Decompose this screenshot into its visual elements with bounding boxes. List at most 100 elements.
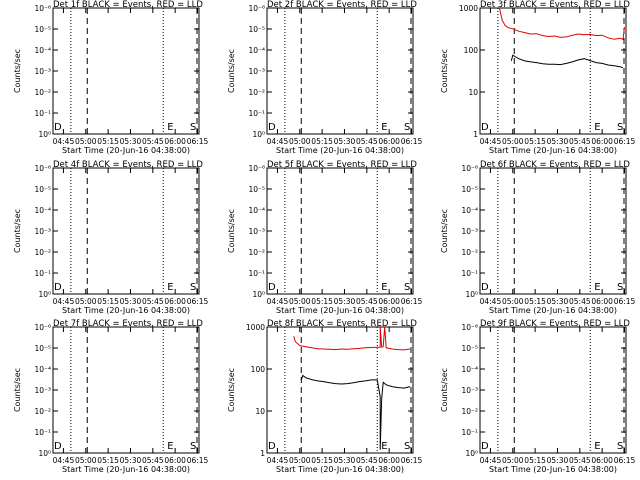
y-tick-label: 10⁻⁵ — [34, 185, 51, 194]
x-tick-label: 05:30 — [334, 137, 356, 146]
y-tick-label: 10⁻⁵ — [34, 344, 51, 353]
panel-title: Det 4f BLACK = Events, RED = LLD — [53, 160, 203, 170]
x-tick-label: 05:15 — [524, 297, 546, 306]
y-tick-label: 10⁻⁶ — [461, 323, 478, 332]
x-tick-label: 06:00 — [164, 137, 186, 146]
marker-e: E — [594, 441, 600, 452]
y-tick-label: 10⁻¹ — [461, 269, 478, 278]
y-tick-label: 10⁻² — [461, 407, 478, 416]
x-axis-label: Start Time (20-Jun-16 04:38:00) — [62, 146, 190, 155]
y-tick-label: 10⁻² — [248, 248, 265, 257]
x-tick-label: 05:45 — [356, 137, 378, 146]
panel-det-1: Det 1f BLACK = Events, RED = LLD 10⁰ 10⁻¹ 1… — [13, 0, 209, 155]
y-tick-label: 10⁻⁴ — [248, 46, 265, 55]
y-tick-label: 10⁻⁶ — [34, 164, 51, 173]
x-tick-label: 05:15 — [311, 137, 333, 146]
marker-e: E — [167, 441, 173, 452]
x-tick-label: 06:00 — [378, 137, 400, 146]
y-axis-label: Counts/sec — [440, 209, 449, 253]
panel-title: Det 8f BLACK = Events, RED = LLD — [267, 319, 417, 329]
x-tick-label: 04:45 — [267, 137, 289, 146]
panel-title: Det 3f BLACK = Events, RED = LLD — [480, 0, 630, 10]
x-tick-label: 05:45 — [569, 456, 591, 465]
y-tick-label: 10⁰ — [38, 130, 51, 139]
x-axis-label: Start Time (20-Jun-16 04:38:00) — [276, 306, 404, 315]
y-axis-label: Counts/sec — [13, 49, 22, 93]
x-tick-label: 05:15 — [311, 297, 333, 306]
plot-frame — [479, 326, 627, 454]
y-tick-label: 10⁻³ — [34, 227, 51, 236]
y-tick-label: 10⁻⁵ — [248, 185, 265, 194]
y-tick-label: 10⁻⁴ — [461, 365, 478, 374]
lld-series-line — [498, 7, 625, 40]
x-tick-label: 05:30 — [120, 456, 142, 465]
y-tick-label: 10⁰ — [38, 449, 51, 458]
y-axis-label: Counts/sec — [227, 49, 236, 93]
x-tick-label: 05:00 — [502, 137, 524, 146]
x-tick-label: 05:30 — [334, 456, 356, 465]
y-tick-label: 10⁻¹ — [461, 428, 478, 437]
y-axis-label: Counts/sec — [227, 209, 236, 253]
x-axis-label: Start Time (20-Jun-16 04:38:00) — [489, 465, 617, 474]
x-tick-label: 06:00 — [378, 456, 400, 465]
y-tick-label: 10⁻³ — [248, 67, 265, 76]
panel-det-2: Det 2f BLACK = Events, RED = LLD 10⁰ 10⁻¹ 1… — [227, 0, 423, 155]
y-tick-label: 10⁻⁶ — [34, 323, 51, 332]
x-tick-label: 06:00 — [378, 297, 400, 306]
y-tick-label: 10⁰ — [465, 290, 478, 299]
marker-s: S — [404, 441, 410, 452]
marker-e: E — [381, 441, 387, 452]
x-tick-label: 05:15 — [311, 456, 333, 465]
marker-e: E — [167, 282, 173, 293]
marker-s: S — [190, 282, 196, 293]
marker-d: D — [54, 441, 62, 452]
marker-d: D — [54, 122, 62, 133]
marker-e: E — [381, 122, 387, 133]
marker-d: D — [481, 441, 489, 452]
marker-s: S — [404, 122, 410, 133]
x-tick-label: 05:30 — [547, 297, 569, 306]
x-tick-label: 05:30 — [120, 297, 142, 306]
events-series-line — [300, 374, 411, 450]
y-tick-label: 10⁻⁶ — [248, 4, 265, 13]
y-tick-label: 1000 — [246, 323, 265, 332]
x-tick-label: 05:45 — [142, 456, 164, 465]
plot-frame — [52, 167, 200, 295]
x-tick-label: 05:15 — [524, 137, 546, 146]
y-tick-label: 10⁻⁴ — [248, 206, 265, 215]
y-tick-label: 10⁰ — [252, 130, 265, 139]
x-tick-label: 06:00 — [164, 297, 186, 306]
y-axis-label: Counts/sec — [440, 49, 449, 93]
y-tick-label: 10⁻³ — [461, 227, 478, 236]
x-axis-label: Start Time (20-Jun-16 04:38:00) — [489, 146, 617, 155]
events-series-line — [510, 54, 624, 69]
marker-d: D — [268, 441, 276, 452]
plot-frame — [479, 7, 627, 135]
marker-e: E — [381, 282, 387, 293]
x-tick-label: 05:00 — [289, 456, 311, 465]
x-tick-label: 04:45 — [480, 137, 502, 146]
y-tick-label: 10⁻³ — [461, 386, 478, 395]
x-tick-label: 05:15 — [97, 137, 119, 146]
y-tick-label: 10⁻⁵ — [461, 185, 478, 194]
y-tick-label: 10⁻² — [34, 248, 51, 257]
x-tick-label: 05:30 — [547, 137, 569, 146]
y-axis-label: Counts/sec — [13, 209, 22, 253]
x-tick-label: 04:45 — [53, 456, 75, 465]
x-tick-label: 05:00 — [289, 137, 311, 146]
plot-frame — [266, 167, 414, 295]
y-tick-label: 10⁻⁴ — [461, 206, 478, 215]
panel-title: Det 2f BLACK = Events, RED = LLD — [267, 0, 417, 10]
x-tick-label: 05:00 — [289, 297, 311, 306]
y-axis-label: Counts/sec — [440, 368, 449, 412]
y-tick-label: 10⁻² — [34, 88, 51, 97]
marker-e: E — [594, 122, 600, 133]
panel-det-9: Det 9f BLACK = Events, RED = LLD 10⁰ 10⁻¹ 1… — [440, 319, 636, 474]
x-tick-label: 05:45 — [356, 456, 378, 465]
y-tick-label: 1 — [260, 449, 265, 458]
y-tick-label: 10⁻³ — [34, 386, 51, 395]
x-tick-label: 04:45 — [53, 137, 75, 146]
x-axis-label: Start Time (20-Jun-16 04:38:00) — [62, 465, 190, 474]
marker-s: S — [190, 122, 196, 133]
x-tick-label: 06:00 — [164, 456, 186, 465]
